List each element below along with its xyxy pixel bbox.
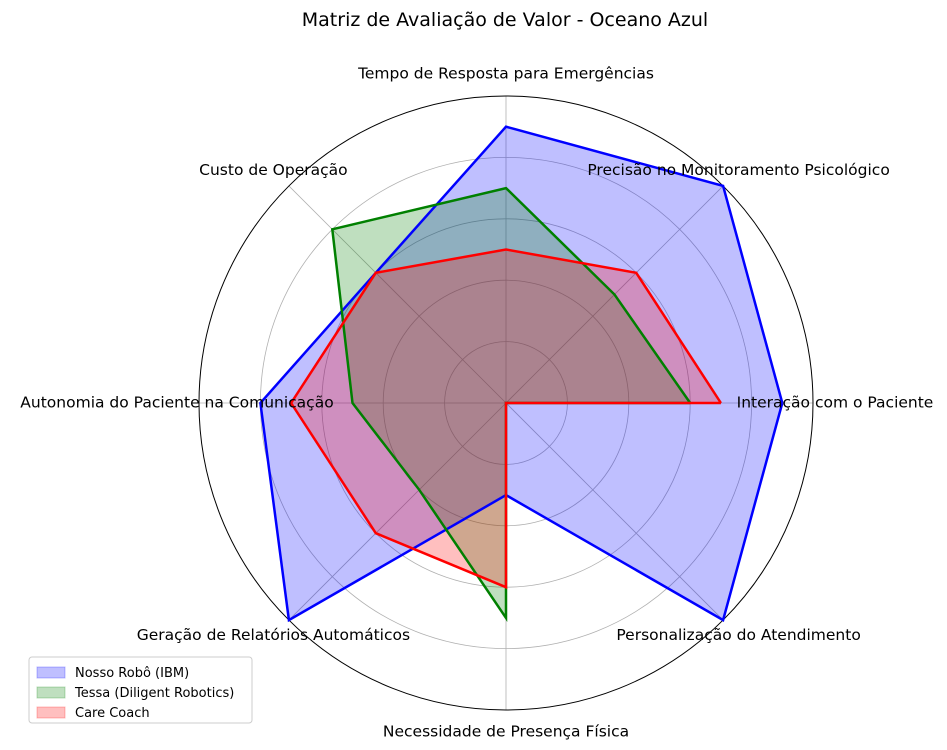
legend-swatch — [36, 666, 66, 679]
radar-series — [259, 125, 784, 623]
legend-entry: Tessa (Diligent Robotics) — [74, 686, 234, 701]
series-line — [259, 125, 784, 623]
axis-label: Precisão no Monitoramento Psicológico — [587, 161, 889, 179]
axis-label: Personalização do Atendimento — [616, 626, 860, 644]
outer-frame — [198, 95, 814, 711]
legend-swatch — [36, 706, 66, 719]
axis-label: Autonomia do Paciente na Comunicação — [20, 394, 333, 412]
axis-label: Custo de Operação — [199, 161, 347, 179]
legend-swatch — [36, 686, 66, 699]
legend: Nosso Robô (IBM) Tessa (Diligent Robotics… — [28, 656, 253, 724]
axis-label: Tempo de Resposta para Emergências — [357, 65, 654, 83]
grid-spoke — [288, 402, 507, 621]
legend-entry: Nosso Robô (IBM) — [75, 666, 189, 681]
grid-spoke — [505, 402, 724, 621]
axis-label: Geração de Relatórios Automáticos — [137, 626, 410, 644]
grid-spoke — [288, 185, 507, 404]
axis-label: Necessidade de Presença Física — [383, 723, 629, 741]
chart-title: Matriz de Avaliação de Valor - Oceano Az… — [302, 9, 708, 31]
legend-entry: Care Coach — [75, 706, 150, 721]
series-area — [260, 126, 783, 621]
axis-label: Interação com o Paciente — [737, 394, 934, 412]
axis-labels: Interação com o Paciente Precisão no Moni… — [20, 65, 933, 741]
legend-box — [28, 656, 253, 724]
series-line — [289, 248, 722, 590]
